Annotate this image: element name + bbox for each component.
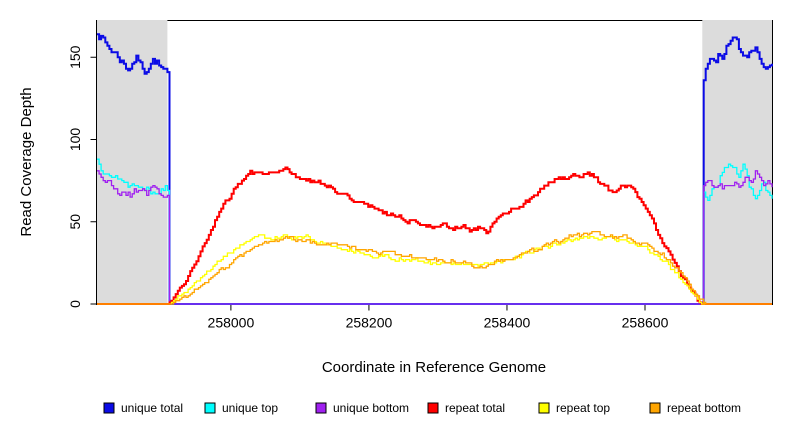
y-tick-label: 150 [67,45,83,69]
legend-swatch-unique-total [103,402,115,414]
legend-item-repeat-total: repeat total [427,401,505,415]
x-tick-label: 258000 [208,315,255,331]
x-tick-label: 258600 [622,315,669,331]
legend-label-unique-bottom: unique bottom [333,401,409,415]
legend-item-unique-top: unique top [204,401,278,415]
x-tick-label: 258200 [346,315,393,331]
legend-swatch-unique-top [204,402,216,414]
legend-swatch-repeat-top [538,402,550,414]
legend-item-repeat-top: repeat top [538,401,610,415]
series-line-repeat-top [97,234,772,305]
chart-layer: 0 50 100 150 258000 258200 258400 258600 [67,20,773,331]
y-tick-label: 50 [67,214,83,230]
legend-swatch-repeat-total [427,402,439,414]
y-tick-label: 100 [67,128,83,152]
legend-item-repeat-bottom: repeat bottom [649,401,741,415]
legend-swatch-unique-bottom [315,402,327,414]
y-tick-label: 0 [67,300,83,308]
x-axis-title: Coordinate in Reference Genome [322,359,546,376]
legend-label-repeat-top: repeat top [556,401,610,415]
x-tick-label: 258400 [484,315,531,331]
legend-item-unique-total: unique total [103,401,183,415]
series-line-repeat-total [97,166,772,305]
legend-label-repeat-bottom: repeat bottom [667,401,741,415]
legend-label-repeat-total: repeat total [445,401,505,415]
legend-label-unique-top: unique top [222,401,278,415]
legend-swatch-repeat-bottom [649,402,661,414]
legend-label-unique-total: unique total [121,401,183,415]
y-axis-title: Read Coverage Depth [18,87,35,236]
series-line-repeat-bottom [97,230,772,305]
chart-legend: unique total unique top unique bottom repea… [103,401,741,415]
legend-item-unique-bottom: unique bottom [315,401,409,415]
series-line-unique-bottom [97,170,773,305]
shaded-region-flank-right [702,20,772,303]
